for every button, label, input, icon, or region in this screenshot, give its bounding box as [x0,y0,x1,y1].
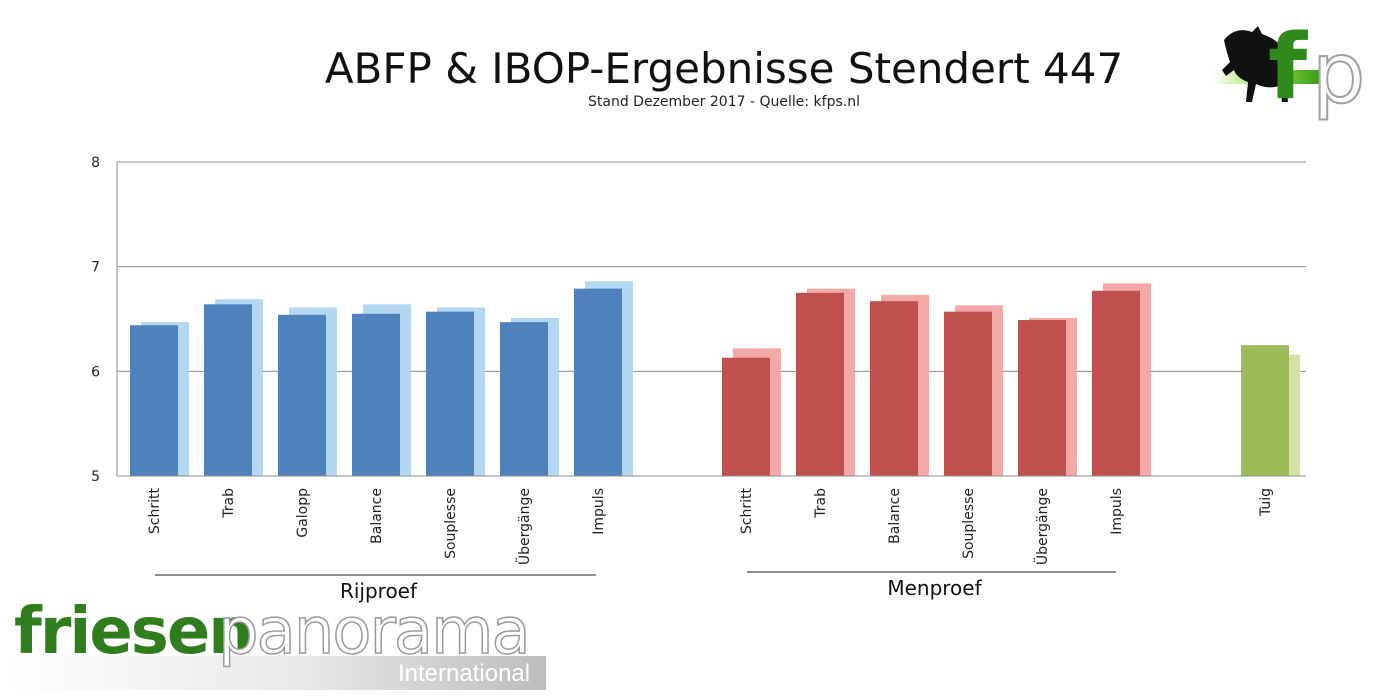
bar-front [722,357,770,476]
bar-front [1018,320,1066,476]
horse-icon [1222,26,1293,102]
brand-word-panorama: panorama [217,595,531,669]
bar-front [944,311,992,476]
x-tick-label: Impuls [591,488,607,535]
bar-front [426,311,474,476]
brand-strip [6,656,546,690]
bar-front [1092,290,1140,476]
x-tick-label: Trab [221,488,237,519]
y-tick-label: 7 [91,260,100,276]
x-tick-label: Balance [369,488,385,544]
brand-word-international: International [398,660,531,687]
bar-front [352,313,400,476]
x-tick-label: Souplesse [443,488,459,559]
x-tick-label: Tuig [1258,488,1274,517]
bar-front [870,301,918,476]
x-tick-label: Souplesse [961,488,977,559]
x-tick-label: Übergänge [515,488,533,565]
x-tick-label: Schritt [147,488,163,535]
x-tick-label: Schritt [739,488,755,535]
friesenpanorama-logo: friesen panorama International [6,595,546,696]
logo-letter-p: p [1312,24,1365,122]
group-label: Menproef [887,576,982,600]
bar-front [278,314,326,476]
chart-title: ABFP & IBOP-Ergebnisse Stendert 447 [324,44,1124,93]
bar-front [130,325,178,476]
bar-front [1241,345,1289,476]
bar-front [204,304,252,476]
y-tick-label: 8 [91,155,100,171]
bar-chart: 5 6 7 8 Schritt Trab Galopp Balance Souplesse Übe… [91,155,1306,603]
x-tick-label: Balance [887,488,903,544]
y-tick-label: 6 [91,364,100,380]
y-tick-label: 5 [91,469,100,485]
group-label: Rijproef [340,579,418,603]
bar-front [574,288,622,476]
logo-letter-f: f [1268,15,1308,120]
bar-front [796,292,844,476]
x-tick-label: Übergänge [1033,488,1051,565]
brand-word-friesen: friesen [14,595,254,669]
bar-front [500,322,548,476]
x-tick-label: Impuls [1109,488,1125,535]
chart-subtitle: Stand Dezember 2017 - Quelle: kfps.nl [588,94,860,110]
x-tick-label: Galopp [295,488,311,538]
kfps-logo: f p [1212,15,1366,123]
x-tick-label: Trab [813,488,829,519]
